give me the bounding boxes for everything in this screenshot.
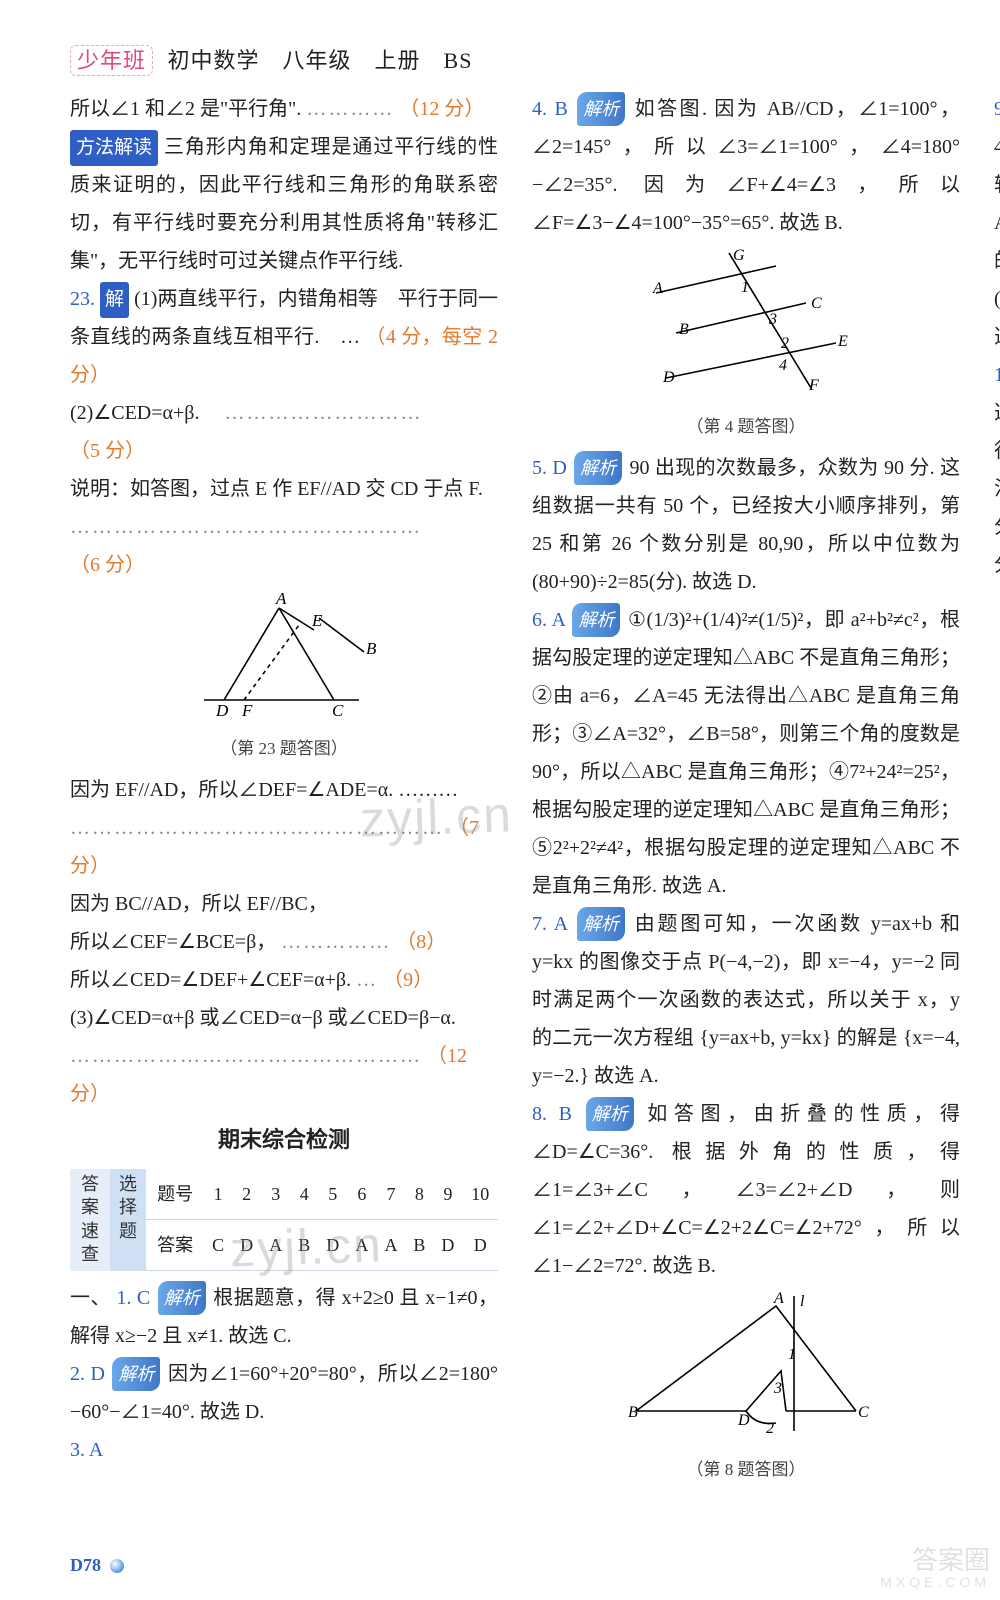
svg-text:B: B bbox=[366, 639, 377, 658]
jie-tag: 解 bbox=[100, 282, 129, 318]
t: (3)∠CED=α+β 或∠CED=α−β 或∠CED=β−α. bbox=[70, 1007, 456, 1029]
t: 所以∠CEF=∠BCE=β， bbox=[70, 931, 276, 953]
page-footer: D78 bbox=[70, 1548, 124, 1582]
q1: 1. C bbox=[116, 1287, 150, 1309]
svg-text:C: C bbox=[332, 701, 344, 720]
q2: 2. D bbox=[70, 1363, 105, 1385]
svg-text:C: C bbox=[858, 1404, 869, 1421]
svg-text:2: 2 bbox=[766, 1420, 774, 1437]
q9: 9. D bbox=[994, 98, 1000, 120]
t: 所以∠1 和∠2 是"平行角". bbox=[70, 98, 306, 120]
table-row: 答案 CDA BDA ABD D bbox=[146, 1219, 498, 1270]
tbl-side1: 答案速查 bbox=[70, 1169, 110, 1271]
score: （8） bbox=[396, 931, 446, 953]
q5: 5. D bbox=[532, 457, 567, 479]
svg-text:B: B bbox=[679, 321, 689, 338]
score: （5 分） bbox=[70, 440, 145, 462]
jiexi-tag: 解析 bbox=[577, 907, 625, 941]
q7: 7. A bbox=[532, 913, 567, 935]
svg-text:E: E bbox=[311, 611, 323, 630]
score: （12 分） bbox=[399, 98, 484, 120]
fig4-cap: （第 4 题答图） bbox=[532, 411, 960, 443]
figure-8: Al B C D 13 2 （第 8 题答图） bbox=[532, 1291, 960, 1486]
svg-text:G: G bbox=[733, 248, 745, 264]
table-row: 题号 123 456 789 10 bbox=[146, 1169, 498, 1219]
q3: 3. A bbox=[70, 1439, 103, 1461]
svg-text:l: l bbox=[800, 1293, 805, 1310]
svg-text:1: 1 bbox=[741, 279, 749, 296]
svg-text:3: 3 bbox=[773, 1380, 782, 1397]
q4: 4. B bbox=[532, 98, 568, 120]
method-tag: 方法解读 bbox=[70, 130, 158, 166]
svg-text:1: 1 bbox=[788, 1346, 796, 1363]
svg-text:2: 2 bbox=[781, 335, 789, 352]
jiexi-tag: 解析 bbox=[577, 92, 625, 126]
score: （9） bbox=[383, 969, 433, 991]
figure-23: A E B D F C （第 23 题答图） bbox=[70, 590, 498, 765]
yi: 一、 bbox=[70, 1287, 111, 1309]
t: 所以∠CED=∠DEF+∠CEF=α+β. bbox=[70, 969, 356, 991]
score: （6 分） bbox=[70, 554, 145, 576]
t: 因为 EF//AD，所以∠DEF=∠ADE=α. ……… bbox=[70, 779, 458, 801]
svg-text:C: C bbox=[811, 295, 822, 312]
q10: 10. D bbox=[994, 364, 1000, 386]
svg-text:F: F bbox=[808, 377, 819, 394]
tbl-side2: 选择题 bbox=[110, 1169, 146, 1271]
svg-text:D: D bbox=[215, 701, 229, 720]
q23: 23. bbox=[70, 288, 95, 310]
jiexi-tag: 解析 bbox=[586, 1097, 634, 1131]
jiexi-tag: 解析 bbox=[112, 1357, 160, 1391]
jiexi-tag: 解析 bbox=[574, 451, 622, 485]
footer-dot-icon bbox=[110, 1559, 124, 1573]
page-header: 少年班 初中数学 八年级 上册 BS bbox=[70, 40, 960, 82]
section-title: 期末综合检测 bbox=[70, 1119, 498, 1161]
watermark-br: 答案圈 MXQE.COM bbox=[880, 1546, 990, 1590]
svg-text:F: F bbox=[241, 701, 253, 720]
svg-text:A: A bbox=[275, 590, 287, 608]
jiexi-tag: 解析 bbox=[572, 603, 620, 637]
figure-4: G A B D 1 C E F 32 4 （第 4 题答图） bbox=[532, 248, 960, 443]
t: 因为 BC//AD，所以 EF//BC， bbox=[70, 893, 328, 915]
q8: 8. B bbox=[532, 1103, 572, 1125]
svg-text:4: 4 bbox=[779, 357, 787, 374]
t: 说明：如答图，过点 E 作 EF//AD 交 CD 于点 F. bbox=[70, 478, 483, 500]
svg-text:D: D bbox=[737, 1412, 750, 1429]
q6: 6. A bbox=[532, 609, 565, 631]
svg-text:E: E bbox=[837, 333, 848, 350]
svg-text:A: A bbox=[773, 1291, 784, 1307]
t: 观察所给图形，发现 x 轴上方的点是 4 的倍数. 因为 2 020÷4=505… bbox=[994, 98, 1000, 348]
svg-text:3: 3 bbox=[768, 311, 777, 328]
content-columns: 所以∠1 和∠2 是"平行角". ………… （12 分） 方法解读 三角形内角和… bbox=[70, 90, 960, 1550]
brand: 少年班 bbox=[70, 45, 153, 76]
svg-text:A: A bbox=[652, 280, 663, 297]
fig23-cap: （第 23 题答图） bbox=[70, 733, 498, 765]
jiexi-tag: 解析 bbox=[158, 1281, 206, 1315]
svg-text:B: B bbox=[628, 1404, 638, 1421]
t: (2)∠CED=α+β. bbox=[70, 402, 219, 424]
fig8-cap: （第 8 题答图） bbox=[532, 1454, 960, 1486]
t: 时间是自变量，速度是因变量，所以选项A 说法错误；从第 3 分钟到第 8 分钟，… bbox=[994, 364, 1000, 576]
answer-table: 答案速查 选择题 题号 123 456 789 10 答案 CDA BDA AB… bbox=[70, 1169, 498, 1271]
t: ①(1/3)²+(1/4)²≠(1/5)²，即 a²+b²≠c²，根据勾股定理的… bbox=[532, 609, 960, 897]
svg-text:D: D bbox=[662, 369, 675, 386]
header-text: 初中数学 八年级 上册 BS bbox=[168, 48, 473, 73]
